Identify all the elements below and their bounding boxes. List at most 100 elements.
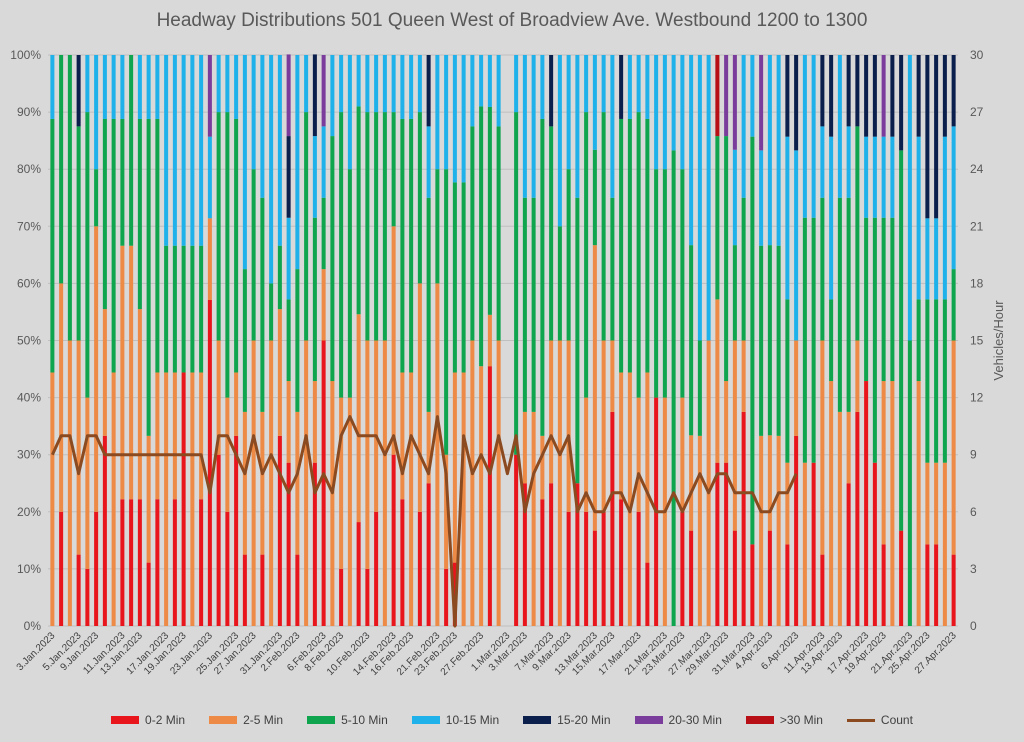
legend-swatch [523,716,552,724]
bar-segment [855,55,860,127]
bar-segment [207,136,212,219]
bar-segment [190,55,195,246]
y2-tick-label: 12 [970,391,984,405]
bar-segment [549,483,554,626]
bar-segment [610,55,615,198]
bar-segment [907,340,912,626]
legend-swatch [307,716,336,724]
bar-segment [767,55,772,246]
bar-segment [146,562,151,626]
y-tick-label: 80% [17,162,41,176]
legend-swatch [634,716,663,724]
bar-segment [732,340,737,531]
bar-segment [662,169,667,398]
bar-segment [391,55,396,113]
legend-swatch [209,716,238,724]
bar-segment [627,55,632,119]
bar-segment [890,136,895,218]
bar-segment [732,530,737,626]
bar-segment [50,372,55,626]
bar-segment [356,106,361,315]
bar-segment [426,126,431,198]
bar-segment [120,499,125,626]
bar-segment [514,454,519,626]
bar-segment [916,136,921,300]
bar-segment [295,55,300,270]
bar-segment [496,55,501,127]
bar-segment [934,55,939,219]
bar-segment [461,372,466,626]
bar-segment [750,136,755,545]
bar-segment [916,55,921,137]
bar-segment [76,340,81,555]
y2-tick-label: 30 [970,48,984,62]
bar-segment [925,55,930,219]
bar-segment [522,197,527,412]
bar-segment [137,118,142,310]
bar-segment [391,112,396,227]
bar-segment [251,55,256,170]
bar-segment [566,169,571,341]
bar-segment [802,217,807,463]
bar-segment [584,55,589,113]
bar-segment [417,511,422,626]
legend: 0-2 Min 2-5 Min 5-10 Min 10-15 Min 15-20 Min… [0,713,1024,727]
bar-segment [680,397,685,512]
bar-segment [365,340,370,569]
bar-segment [391,226,396,455]
bar-segment [356,55,361,107]
bar-segment [540,118,545,436]
legend-label: 2-5 Min [243,713,284,727]
bar-segment [759,55,764,151]
bar-segment [102,55,107,119]
y2-axis-title: Vehicles/Hour [991,300,1006,381]
bar-segment [767,435,772,531]
bar-segment [321,340,326,626]
bar-segment [234,118,239,373]
legend-item: 20-30 Min [634,713,722,727]
bar-segment [295,411,300,555]
bar-segment [584,511,589,626]
bar-segment [409,118,414,373]
bar-segment [452,182,457,373]
bar-segment [312,136,317,218]
y-tick-label: 100% [10,48,41,62]
bar-segment [146,435,151,563]
bar-segment [111,118,116,373]
bar-segment [610,197,615,341]
bar-segment [216,340,221,455]
bar-segment [846,126,851,198]
bar-segment [811,217,816,463]
y-tick-label: 20% [17,505,41,519]
legend-label: 20-30 Min [668,713,722,727]
bar-segment [321,197,326,270]
bar-segment [636,55,641,113]
bar-segment [260,411,265,555]
bar-segment [741,55,746,198]
bar-segment [111,55,116,119]
bar-segment [724,136,729,382]
bar-segment [94,511,99,626]
bar-segment [67,340,72,626]
y-tick-label: 10% [17,562,41,576]
bar-segment [785,544,790,626]
bar-segment [286,462,291,626]
legend-swatch [745,716,774,724]
bar-segment [759,435,764,626]
bar-segment [689,435,694,531]
bar-segment [374,511,379,626]
bar-segment [120,55,125,119]
bar-segment [759,245,764,436]
bar-segment [120,245,125,500]
bar-segment [435,55,440,170]
bar-segment [479,106,484,367]
bar-segment [295,554,300,626]
bar-segment [794,150,799,341]
count-line [51,415,798,628]
bar-segment [50,118,55,373]
bar-segment [715,55,720,137]
legend-item: 0-2 Min [111,713,185,727]
y-tick-label: 70% [17,219,41,233]
bar-segment [575,197,580,484]
